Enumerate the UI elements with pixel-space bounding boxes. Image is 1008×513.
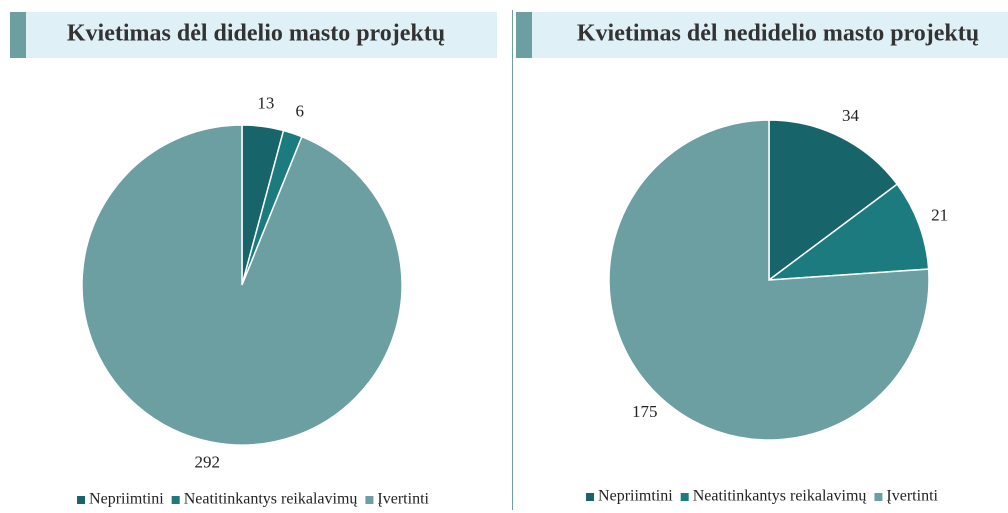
pie-slice — [768, 119, 899, 282]
pie-slice — [766, 183, 930, 281]
legend-marker — [365, 496, 374, 504]
legend-label: Neatitinkantys reikalavimų — [184, 491, 359, 508]
data-label: 6 — [296, 101, 305, 120]
data-label: 175 — [632, 402, 658, 421]
title-accent — [10, 12, 26, 58]
legend-marker — [77, 496, 86, 504]
data-label: 292 — [195, 453, 221, 472]
legend-label: Nepriimtini — [598, 488, 673, 505]
title-accent — [516, 12, 532, 58]
legend-marker — [171, 496, 180, 504]
pie-slice — [81, 124, 403, 446]
legend-marker — [874, 493, 883, 501]
chart-title: Kvietimas dėl didelio masto projektų — [67, 21, 445, 47]
legend-marker — [586, 493, 595, 501]
data-label: 34 — [842, 106, 860, 125]
legend-label: Neatitinkantys reikalavimų — [693, 488, 868, 505]
chart-title: Kvietimas dėl nedidelio masto projektų — [577, 21, 979, 47]
legend-label: Įvertinti — [377, 491, 429, 508]
data-label: 13 — [257, 93, 274, 112]
title-bar — [10, 12, 497, 58]
data-label: 21 — [931, 206, 948, 225]
pie-slice — [608, 119, 930, 441]
legend-label: Nepriimtini — [89, 491, 164, 508]
title-bar — [516, 12, 1008, 58]
legend-label: Įvertinti — [886, 488, 938, 505]
legend-marker — [680, 493, 689, 501]
